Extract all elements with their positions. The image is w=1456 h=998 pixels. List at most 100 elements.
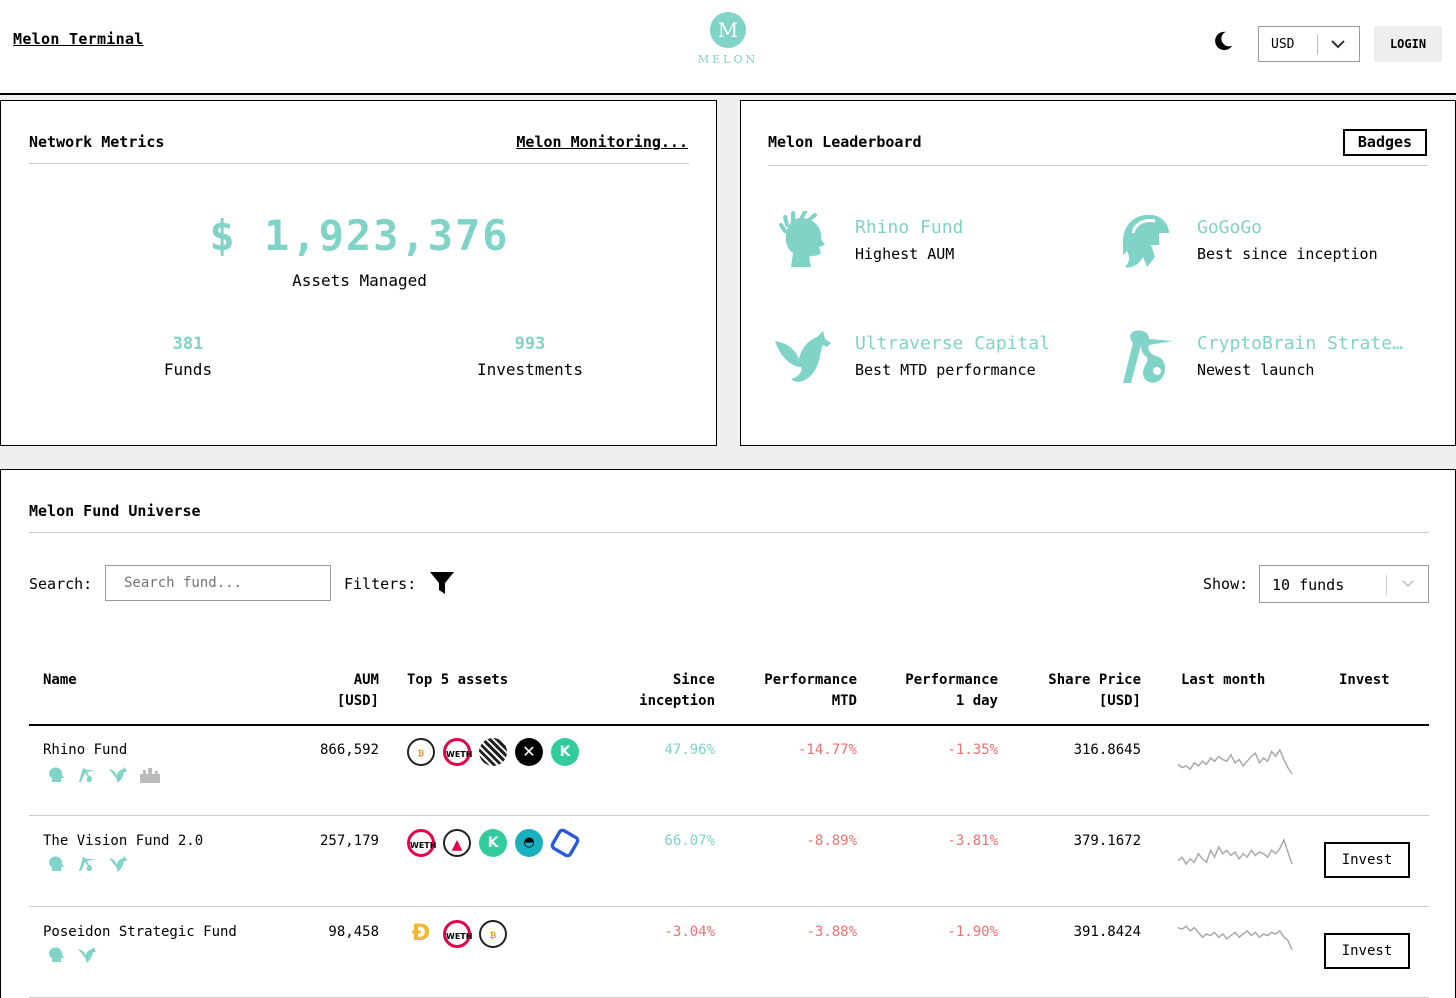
fund-aum: 257,179	[319, 833, 379, 849]
fund-badges	[46, 855, 139, 875]
column-header-line: Share Price	[1048, 672, 1141, 688]
column-header-since-inception[interactable]: Since inception	[601, 670, 715, 712]
app-title-link[interactable]: Melon Terminal	[13, 30, 144, 48]
column-header-performance-1-day[interactable]: Performance 1 day	[878, 670, 998, 712]
leaderboard-fund-name[interactable]: Rhino Fund	[855, 217, 964, 238]
top-assets: WETH ▲ K ◓	[407, 826, 587, 860]
striped-token-icon	[479, 738, 507, 766]
fund-badges	[46, 766, 170, 786]
leaderboard-item[interactable]: GoGoGo Best since inception	[1115, 211, 1445, 275]
invest-button[interactable]: Invest	[1324, 933, 1410, 969]
kyber-icon: K	[551, 738, 579, 766]
logo-mark: M	[710, 12, 746, 48]
panel-title: Network Metrics	[29, 133, 165, 151]
stork-bundle-icon	[77, 855, 97, 873]
filter-icon[interactable]	[429, 570, 455, 596]
leaderboard-fund-name[interactable]: CryptoBrain Strate…	[1197, 333, 1403, 354]
pegasus-icon	[775, 331, 831, 382]
spartan-helmet-icon	[1123, 214, 1169, 268]
network-metrics-panel: Network Metrics Melon Monitoring... $ 1,…	[0, 100, 717, 446]
fund-badges	[46, 946, 108, 966]
select-divider	[1317, 35, 1318, 55]
funds-stat: 381 Funds	[88, 334, 288, 379]
column-header-performance-mtd[interactable]: Performance MTD	[737, 670, 857, 712]
laurel-head-icon	[46, 766, 66, 784]
weth-icon: WETH	[443, 920, 472, 948]
pegasus-icon	[108, 855, 128, 873]
fund-name-link[interactable]: Rhino Fund	[43, 742, 128, 758]
show-label: Show:	[1203, 575, 1249, 593]
leaderboard-fund-desc: Best MTD performance	[855, 361, 1036, 379]
column-header-line: MTD	[831, 693, 857, 709]
leaderboard-fund-name[interactable]: Ultraverse Capital	[855, 333, 1051, 354]
login-button[interactable]: LOGIN	[1374, 26, 1442, 62]
leaderboard-fund-desc: Highest AUM	[855, 245, 955, 263]
investments-label: Investments	[477, 360, 583, 379]
column-header-last-month: Last month	[1181, 672, 1266, 688]
fund-name-link[interactable]: The Vision Fund 2.0	[43, 833, 204, 849]
leaderboard-fund-name[interactable]: GoGoGo	[1197, 217, 1263, 238]
search-label: Search:	[29, 575, 93, 593]
panel-title: Melon Fund Universe	[29, 502, 201, 520]
performance-1-day-value: -1.90%	[947, 924, 998, 940]
stork-bundle-icon	[1123, 330, 1173, 383]
column-header-line: Performance	[905, 672, 998, 688]
table-header-rule	[29, 724, 1429, 726]
logo-text: MELON	[697, 53, 759, 66]
weth-icon: WETH	[407, 829, 436, 857]
aum-value: $ 1,923,376	[209, 211, 510, 260]
column-header-assets: Top 5 assets	[407, 672, 509, 688]
column-header-share-price[interactable]: Share Price [USD]	[1021, 670, 1141, 712]
column-header-name[interactable]: Name	[43, 672, 77, 688]
zrx-icon: ✕	[515, 738, 543, 766]
fund-name-link[interactable]: Poseidon Strategic Fund	[43, 924, 237, 940]
leaderboard-item[interactable]: Ultraverse Capital Best MTD performance	[773, 327, 1103, 391]
share-price-value: 316.8645	[1073, 742, 1141, 758]
pegasus-icon	[108, 766, 128, 784]
invest-button[interactable]: Invest	[1324, 842, 1410, 878]
sparkline	[1177, 837, 1293, 866]
show-count-select[interactable]: 10 funds	[1259, 565, 1429, 603]
share-price-value: 391.8424	[1073, 924, 1141, 940]
select-divider	[1386, 575, 1387, 595]
moon-icon[interactable]	[1212, 30, 1234, 52]
chainlink-icon	[548, 826, 582, 860]
column-header-line: Since	[672, 672, 715, 688]
btc-icon: ₿	[479, 920, 507, 948]
search-input[interactable]	[105, 565, 331, 601]
ren-icon: ▲	[443, 829, 471, 857]
column-header-line: [USD]	[1098, 693, 1141, 709]
divider	[29, 532, 1429, 533]
dai-icon: Đ	[411, 921, 431, 946]
leaderboard-fund-desc: Best since inception	[1197, 245, 1378, 263]
currency-select[interactable]: USD	[1258, 26, 1360, 62]
since-inception-value: 47.96%	[664, 742, 715, 758]
performance-mtd-value: -14.77%	[797, 742, 857, 758]
badges-button[interactable]: Badges	[1343, 129, 1427, 156]
investments-stat: 993 Investments	[430, 334, 630, 379]
melon-logo[interactable]: M MELON	[696, 12, 760, 66]
top-assets: Đ WETH ₿	[407, 920, 515, 950]
fund-universe-panel: Melon Fund Universe Search: Filters: Sho…	[0, 469, 1456, 998]
chevron-down-icon	[1402, 580, 1414, 588]
column-header-line: AUM	[353, 672, 379, 688]
monitoring-link[interactable]: Melon Monitoring...	[516, 133, 688, 151]
since-inception-value: 66.07%	[664, 833, 715, 849]
sparkline	[1177, 748, 1293, 775]
laurel-head-icon	[779, 211, 825, 267]
btc-icon: ₿	[407, 738, 435, 766]
aragon-icon: ◓	[515, 829, 543, 857]
performance-1-day-value: -1.35%	[947, 742, 998, 758]
leaderboard-item[interactable]: Rhino Fund Highest AUM	[773, 211, 1103, 275]
laurel-head-icon	[46, 946, 66, 964]
leaderboard-panel: Melon Leaderboard Badges Rhino Fund High…	[740, 100, 1456, 446]
leaderboard-item[interactable]: CryptoBrain Strate… Newest launch	[1115, 327, 1445, 391]
column-header-line: Performance	[764, 672, 857, 688]
row-divider	[29, 815, 1429, 816]
top-assets: ₿ WETH ✕ K	[407, 738, 587, 768]
column-header-line: 1 day	[955, 693, 998, 709]
panel-title: Melon Leaderboard	[768, 133, 922, 151]
column-header-aum[interactable]: AUM [USD]	[301, 670, 379, 712]
leaderboard-fund-desc: Newest launch	[1197, 361, 1315, 379]
divider	[29, 163, 689, 164]
